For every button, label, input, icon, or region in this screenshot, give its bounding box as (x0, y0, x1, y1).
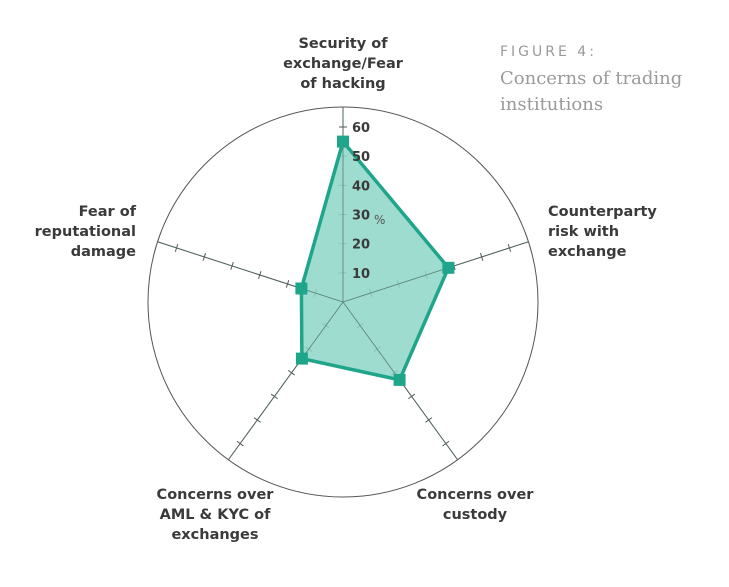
radial-unit-label: % (374, 213, 385, 227)
axis-overlay-1 (342, 241, 529, 303)
figure-title: Concerns of trading institutions (500, 68, 683, 115)
data-marker-2 (393, 373, 406, 386)
figure-label: FIGURE 4: (500, 44, 597, 60)
axis-overlay-4 (157, 241, 344, 303)
radial-tick-label-20: 20 (352, 238, 370, 253)
radial-tick-label-60: 60 (352, 121, 370, 136)
radial-tick-label-50: 50 (352, 150, 370, 165)
axis-label-aml-kyc: Concerns over AML & KYC of exchanges (156, 487, 274, 543)
data-marker-0 (337, 135, 349, 148)
axis-label-custody: Concerns over custody (416, 487, 534, 523)
data-markers (295, 135, 455, 386)
radial-tick-label-30: 30 (352, 209, 370, 224)
axis-label-reputation: Fear of reputational damage (34, 204, 136, 260)
radial-tick-label-10: 10 (352, 267, 370, 282)
data-marker-1 (442, 261, 455, 274)
axis-overlay-3 (228, 301, 344, 460)
data-marker-4 (295, 282, 308, 295)
axis-label-security: Security of exchange/Fear of hacking (283, 36, 403, 92)
axis-label-counterparty: Counterparty risk with exchange (548, 204, 657, 260)
radial-tick-labels: 10 20 30 40 50 60 (352, 121, 370, 282)
data-area (299, 137, 451, 382)
data-marker-3 (295, 352, 308, 365)
radial-tick-label-40: 40 (352, 179, 370, 194)
